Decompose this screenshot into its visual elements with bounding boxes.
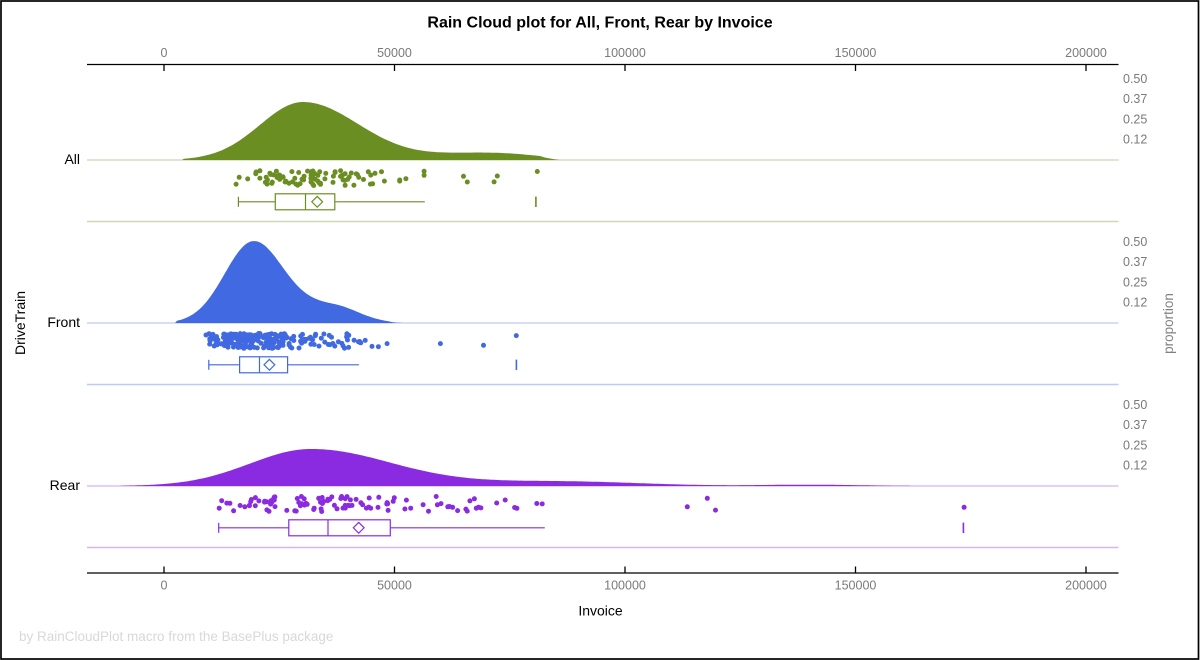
svg-text:Rear: Rear xyxy=(50,477,81,493)
svg-text:0.12: 0.12 xyxy=(1123,295,1147,309)
svg-text:0.50: 0.50 xyxy=(1123,235,1147,249)
svg-text:DriveTrain: DriveTrain xyxy=(12,291,28,355)
svg-text:Invoice: Invoice xyxy=(578,603,623,619)
svg-text:0.37: 0.37 xyxy=(1123,418,1147,432)
svg-text:200000: 200000 xyxy=(1065,46,1107,60)
svg-text:0.50: 0.50 xyxy=(1123,398,1147,412)
svg-text:0.37: 0.37 xyxy=(1123,255,1147,269)
svg-text:100000: 100000 xyxy=(604,46,646,60)
svg-text:0.50: 0.50 xyxy=(1123,72,1147,86)
svg-text:50000: 50000 xyxy=(377,579,412,593)
svg-text:0.12: 0.12 xyxy=(1123,458,1147,472)
svg-text:Rain Cloud plot for All, Front: Rain Cloud plot for All, Front, Rear by … xyxy=(427,15,772,32)
svg-text:proportion: proportion xyxy=(1161,293,1176,354)
svg-text:200000: 200000 xyxy=(1065,579,1107,593)
svg-text:0.25: 0.25 xyxy=(1123,275,1147,289)
svg-text:0: 0 xyxy=(161,579,168,593)
svg-text:Front: Front xyxy=(47,314,80,330)
svg-text:0.37: 0.37 xyxy=(1123,92,1147,106)
svg-text:0: 0 xyxy=(161,46,168,60)
svg-text:0.25: 0.25 xyxy=(1123,438,1147,452)
svg-text:150000: 150000 xyxy=(835,46,877,60)
svg-text:All: All xyxy=(64,151,80,167)
svg-text:by RainCloudPlot macro from th: by RainCloudPlot macro from the BasePlus… xyxy=(19,629,333,644)
svg-text:100000: 100000 xyxy=(604,579,646,593)
svg-text:50000: 50000 xyxy=(377,46,412,60)
svg-text:0.12: 0.12 xyxy=(1123,132,1147,146)
svg-text:0.25: 0.25 xyxy=(1123,112,1147,126)
svg-text:150000: 150000 xyxy=(835,579,877,593)
